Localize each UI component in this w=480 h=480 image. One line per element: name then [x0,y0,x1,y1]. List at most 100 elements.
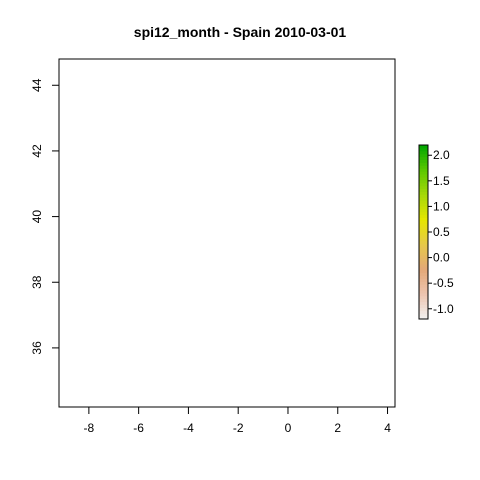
legend-swatch [419,249,428,253]
raster-cell [146,251,153,260]
raster-cell [345,218,352,227]
raster-cell [71,128,78,137]
raster-cell [84,136,91,145]
raster-cell [115,136,122,145]
raster-cell [177,112,184,121]
raster-cell [277,153,284,162]
raster-cell [215,284,222,293]
raster-cell [227,309,234,318]
raster-cell [84,103,91,112]
raster-cell [233,202,240,211]
raster-cell [208,243,215,252]
raster-cell [277,251,284,260]
raster-cell [183,226,190,235]
raster-cell [159,309,166,318]
raster-cell [177,226,184,235]
legend-swatch [419,243,428,247]
raster-cell [233,153,240,162]
color-legend: -1.0 -0.5 0.0 0.5 1.0 1.5 2.0 [418,144,454,320]
raster-cell [140,218,147,227]
raster-cell [96,136,103,145]
raster-cell [152,292,159,301]
raster-cell [146,169,153,178]
raster-cell [196,185,203,194]
raster-cell [171,169,178,178]
raster-cell [264,226,271,235]
raster-cell [146,325,153,334]
raster-cell [152,259,159,268]
raster-cell [146,153,153,162]
raster-cell [177,292,184,301]
raster-cell [227,210,234,219]
raster-cell [246,284,253,293]
raster-cell [196,218,203,227]
raster-cell [264,144,271,153]
raster-cell [252,144,259,153]
raster-cell [140,284,147,293]
raster-cell [246,161,253,170]
raster-cell [246,112,253,121]
raster-cell [202,243,209,252]
raster-cell [146,210,153,219]
raster-cell [165,259,172,268]
legend-tick-label: -1.0 [433,302,454,316]
raster-cell [239,267,246,276]
raster-cell [140,112,147,121]
raster-cell [364,226,371,235]
raster-cell [215,177,222,186]
raster-cell [96,144,103,153]
raster-cell [134,153,141,162]
raster-cell [389,218,396,227]
raster-cell [271,226,278,235]
raster-cell [146,120,153,129]
raster-cell [127,259,134,268]
raster-cell [121,136,128,145]
raster-cell [159,194,166,203]
raster-cell [121,300,128,309]
raster-cell [146,161,153,170]
raster-cell [246,144,253,153]
raster-cell [302,136,309,145]
raster-cell [177,284,184,293]
raster-cell [115,185,122,194]
raster-cell [90,120,97,129]
raster-cell [140,177,147,186]
raster-cell [140,95,147,104]
raster-cell [239,243,246,252]
raster-cell [208,103,215,112]
raster-cell [183,202,190,211]
raster-cell [196,235,203,244]
raster-cell [134,185,141,194]
raster-cell [103,235,110,244]
raster-cell [264,153,271,162]
raster-cell [171,235,178,244]
raster-cell [103,276,110,285]
raster-cell [159,177,166,186]
raster-cell [271,259,278,268]
raster-cell [239,120,246,129]
raster-cell [127,153,134,162]
raster-cell [152,120,159,129]
raster-cell [121,153,128,162]
raster-cell [159,292,166,301]
legend-swatch [419,229,428,233]
raster-cell [221,112,228,121]
raster-cell [146,95,153,104]
raster-cell [121,276,128,285]
raster-cell [227,202,234,211]
raster-cell [171,103,178,112]
raster-cell [221,218,228,227]
raster-cell [227,267,234,276]
raster-cell [314,153,321,162]
raster-cell [252,185,259,194]
raster-cell [271,185,278,194]
raster-cell [177,194,184,203]
raster-cell [183,317,190,326]
raster-cell [277,120,284,129]
y-tick-label: 42 [30,144,44,158]
raster-cell [115,210,122,219]
raster-cell [109,243,116,252]
legend-swatch [419,174,428,178]
legend-swatch [419,182,428,187]
raster-cell [159,169,166,178]
